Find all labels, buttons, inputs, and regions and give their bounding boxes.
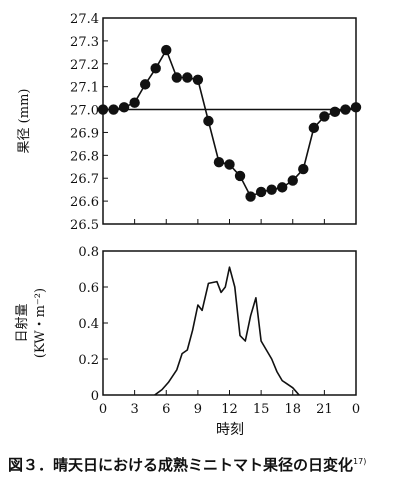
bottom-y-tick-label: 0.6 bbox=[78, 281, 99, 296]
bottom-plot-frame bbox=[102, 250, 357, 396]
top-y-tick-label: 26.5 bbox=[70, 218, 99, 233]
x-tick-label: 3 bbox=[130, 402, 138, 417]
diameter-point bbox=[277, 182, 288, 193]
x-tick-label: 9 bbox=[194, 402, 202, 417]
top-y-tick-label: 26.9 bbox=[70, 126, 99, 141]
x-tick-label: 0 bbox=[99, 402, 107, 417]
diameter-point bbox=[118, 102, 130, 113]
diameter-point bbox=[224, 159, 235, 170]
diameter-point bbox=[308, 122, 320, 134]
top-y-axis-label: 果径 (mm) bbox=[17, 89, 32, 154]
figure-caption: 図３．晴天日における成熟ミニトマト果径の日変化17) bbox=[8, 454, 396, 475]
diameter-point bbox=[108, 104, 119, 115]
top-y-tick-label: 27.1 bbox=[70, 81, 99, 96]
x-tick-label: 6 bbox=[162, 402, 170, 417]
top-y-tick-label: 27.2 bbox=[70, 58, 99, 73]
diameter-point bbox=[203, 115, 214, 127]
diameter-point bbox=[287, 175, 298, 186]
bottom-y-axis: 0.8 0.6 0.4 0.2 0 bbox=[78, 245, 108, 404]
diameter-point bbox=[192, 74, 204, 86]
diameter-point bbox=[255, 186, 267, 198]
bottom-y-axis-label-line2: (KW・m⁻²) bbox=[33, 288, 48, 358]
solar-radiation-plot: 0.8 0.6 0.4 0.2 0 0 3 6 9 12 15 18 21 0 日射量 (KW・m⁻²)… bbox=[14, 245, 360, 438]
radiation-line bbox=[154, 266, 300, 396]
x-tick-label: 18 bbox=[284, 402, 301, 417]
top-y-tick-label: 26.6 bbox=[70, 195, 99, 210]
top-y-tick-label: 27.0 bbox=[70, 104, 99, 119]
x-axis: 0 3 6 9 12 15 18 21 0 bbox=[99, 390, 360, 417]
bottom-y-axis-label-line1: 日射量 bbox=[14, 303, 30, 342]
bottom-y-tick-label: 0.2 bbox=[78, 353, 99, 368]
figure-caption-ref: 17) bbox=[353, 457, 367, 466]
diameter-line bbox=[103, 48, 357, 198]
top-plot-frame bbox=[102, 17, 357, 225]
diameter-point bbox=[97, 104, 109, 115]
figure-caption-text: 図３．晴天日における成熟ミニトマト果径の日変化 bbox=[8, 456, 354, 474]
diameter-point bbox=[234, 170, 246, 182]
diameter-point bbox=[245, 191, 256, 202]
bottom-y-tick-label: 0.8 bbox=[78, 245, 99, 260]
diameter-point bbox=[171, 72, 182, 83]
top-y-tick-label: 26.7 bbox=[70, 172, 99, 187]
diameter-point bbox=[161, 44, 172, 56]
x-tick-label: 12 bbox=[221, 402, 238, 417]
top-y-tick-label: 26.8 bbox=[70, 149, 99, 164]
bottom-y-tick-label: 0 bbox=[91, 389, 99, 404]
x-tick-label: 15 bbox=[253, 402, 270, 417]
diameter-point bbox=[350, 102, 362, 113]
fruit-diameter-plot: 27.4 27.3 27.2 27.1 27.0 26.9 26.8 26.7 26.6 26.5… bbox=[17, 12, 362, 233]
diameter-point bbox=[298, 163, 309, 175]
diameter-point bbox=[329, 106, 341, 118]
diameter-point bbox=[319, 111, 330, 122]
radiation-series bbox=[154, 266, 300, 396]
bottom-y-tick-label: 0.4 bbox=[78, 317, 99, 332]
diameter-point bbox=[340, 104, 351, 115]
top-y-tick-label: 27.3 bbox=[70, 35, 99, 50]
diameter-point bbox=[139, 79, 151, 90]
diameter-point bbox=[150, 63, 161, 74]
diameter-series bbox=[97, 44, 362, 202]
diameter-point bbox=[213, 157, 225, 168]
diameter-point bbox=[129, 97, 140, 108]
x-tick-label: 0 bbox=[352, 402, 360, 417]
diameter-point bbox=[182, 72, 193, 83]
top-y-tick-label: 27.4 bbox=[70, 12, 99, 27]
x-tick-label: 21 bbox=[316, 402, 333, 417]
top-y-axis: 27.4 27.3 27.2 27.1 27.0 26.9 26.8 26.7 26.6 26.5 bbox=[70, 12, 357, 233]
diameter-point bbox=[266, 184, 277, 195]
x-axis-label: 時刻 bbox=[216, 422, 244, 438]
